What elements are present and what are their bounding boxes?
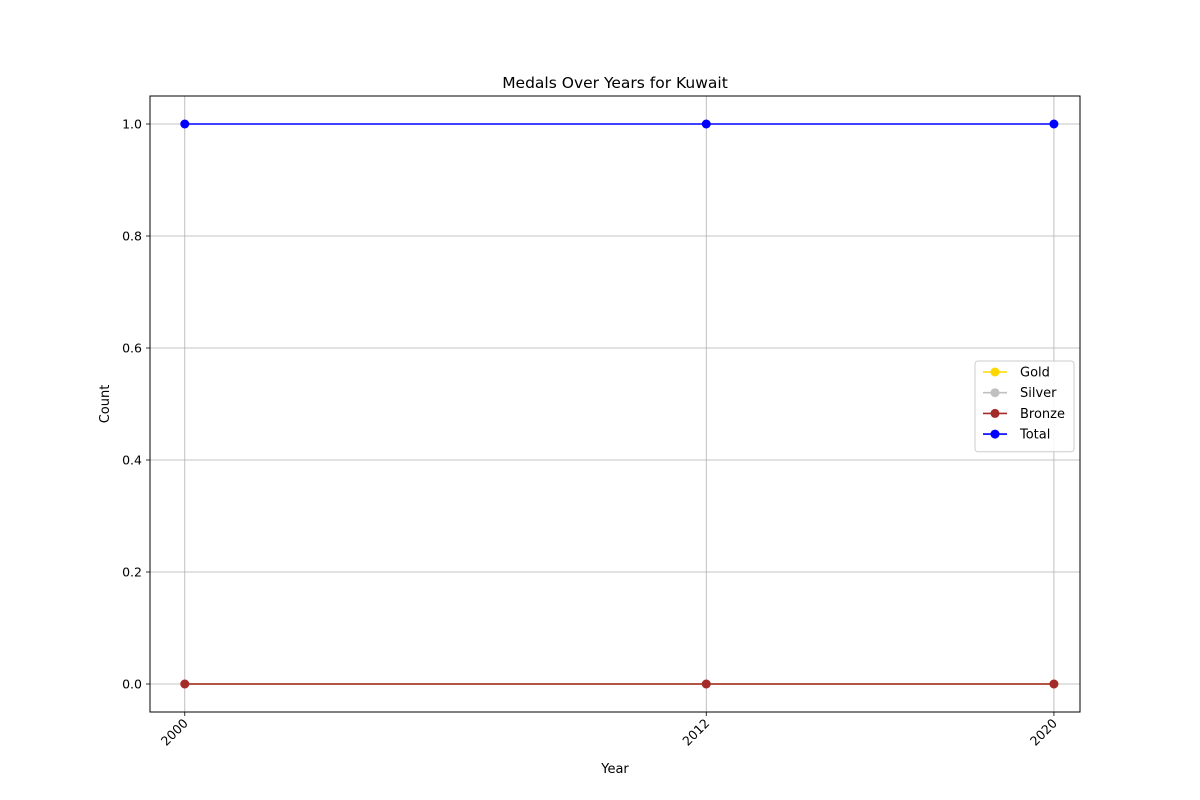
plot-frame [149, 95, 1081, 713]
chart-title: Medals Over Years for Kuwait [502, 74, 728, 92]
legend-label-silver: Silver [1020, 386, 1057, 401]
data-point-total [180, 119, 190, 129]
y-tick-label: 0.0 [122, 677, 142, 692]
y-tick-label: 1.0 [122, 117, 142, 132]
data-point-bronze [1049, 679, 1059, 689]
legend-marker-bronze [990, 408, 1000, 418]
data-point-bronze [180, 679, 190, 689]
y-tick-label: 0.6 [122, 341, 142, 356]
legend-box [974, 360, 1075, 453]
legend-label-total: Total [1019, 428, 1050, 443]
legend-marker-gold [990, 367, 1000, 377]
legend-marker-total [990, 429, 1000, 439]
y-tick-label: 0.4 [122, 453, 142, 468]
data-point-total [1049, 119, 1059, 129]
legend: Gold Silver Bronze Total [974, 360, 1075, 453]
y-tick-label: 0.8 [122, 229, 142, 244]
y-tick-label: 0.2 [122, 565, 142, 580]
x-axis-label: Year [600, 762, 629, 777]
data-point-bronze [701, 679, 711, 689]
legend-label-gold: Gold [1020, 366, 1050, 381]
y-axis-label: Count [98, 385, 113, 424]
legend-marker-silver [990, 388, 1000, 398]
series-layer [180, 119, 1059, 689]
legend-label-bronze: Bronze [1020, 407, 1065, 422]
data-point-total [701, 119, 711, 129]
